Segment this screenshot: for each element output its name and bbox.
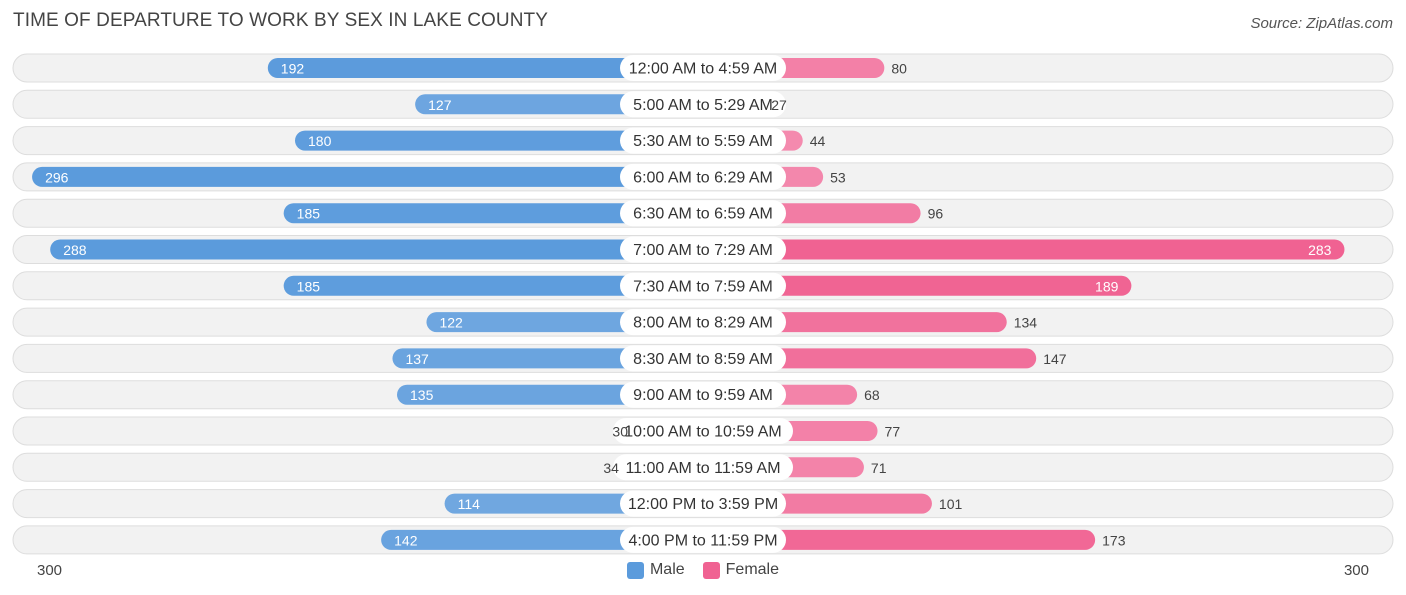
axis-max-label: 300 (1343, 562, 1369, 579)
category-label-pill (620, 309, 786, 336)
category-label: 7:00 AM to 7:29 AM (633, 242, 773, 259)
category-label-pill (620, 91, 786, 118)
legend-swatch-male (626, 561, 644, 579)
category-label: 4:00 PM to 11:59 PM (628, 532, 777, 549)
category-label: 7:30 AM to 7:59 AM (633, 278, 773, 295)
male-value-label: 288 (63, 242, 87, 258)
category-label: 9:00 AM to 9:59 AM (633, 387, 773, 404)
category-label: 5:00 AM to 5:29 AM (633, 97, 773, 114)
male-value-label: 137 (405, 351, 429, 367)
category-label: 11:00 AM to 11:59 AM (625, 460, 780, 477)
male-bar (283, 203, 713, 224)
male-value-label: 114 (458, 496, 481, 512)
legend-item-male: Male (626, 561, 685, 579)
legend-label-male: Male (649, 561, 685, 578)
chart-title: TIME OF DEPARTURE TO WORK BY SEX IN LAKE… (13, 10, 549, 31)
female-value-label: 173 (1102, 532, 1126, 548)
female-value-label: 53 (830, 169, 846, 185)
category-label-pill (613, 418, 793, 444)
female-value-label: 283 (1308, 242, 1332, 258)
male-value-label: 192 (281, 61, 305, 77)
female-value-label: 101 (939, 496, 963, 512)
category-label-pill (620, 345, 786, 372)
female-value-label: 80 (891, 61, 907, 77)
category-label: 6:30 AM to 6:59 AM (633, 206, 773, 223)
diverging-bar-chart: 12:00 AM to 4:59 AM 192 80 5:00 AM to 5:29 … (12, 53, 1394, 555)
category-label: 12:00 AM to 4:59 AM (629, 61, 778, 78)
category-label-pill (620, 127, 786, 154)
category-label-pill (620, 526, 786, 553)
male-value-label: 30 (612, 424, 628, 440)
male-value-label: 34 (603, 460, 619, 476)
male-value-label: 180 (308, 133, 332, 149)
female-value-label: 77 (885, 424, 901, 440)
category-label-pill (620, 381, 786, 408)
category-label-pill (620, 272, 786, 299)
category-label: 12:00 PM to 3:59 PM (628, 496, 778, 513)
axis-min-label: 300 (37, 562, 63, 579)
male-value-label: 142 (394, 532, 418, 548)
category-label: 8:30 AM to 8:59 AM (633, 351, 773, 368)
category-label-pill (620, 490, 786, 517)
legend-item-female: Female (702, 561, 780, 579)
male-bar (295, 130, 713, 151)
category-label: 10:00 AM to 10:59 AM (624, 424, 781, 441)
legend-swatch-female (702, 561, 720, 579)
category-label-pill (620, 236, 786, 263)
legend: Male Female (0, 561, 1406, 579)
category-label: 8:00 AM to 8:29 AM (633, 315, 773, 332)
legend-label-female: Female (725, 561, 780, 578)
category-label: 6:00 AM to 6:29 AM (633, 169, 773, 186)
male-value-label: 185 (297, 206, 321, 222)
male-bar (267, 58, 713, 78)
male-value-label: 135 (410, 387, 434, 403)
female-value-label: 44 (810, 133, 826, 149)
female-value-label: 27 (771, 97, 787, 113)
category-label-pill (613, 454, 793, 481)
male-bar (283, 275, 713, 296)
category-label-pill (620, 55, 786, 81)
category-label: 5:30 AM to 5:59 AM (633, 133, 773, 150)
female-bar (693, 529, 1096, 550)
male-value-label: 296 (45, 169, 69, 185)
female-bar (693, 239, 1345, 260)
male-value-label: 122 (439, 315, 463, 331)
female-value-label: 134 (1014, 315, 1038, 331)
female-bar (693, 275, 1132, 296)
chart-source: Source: ZipAtlas.com (1250, 15, 1393, 32)
female-value-label: 147 (1043, 351, 1067, 367)
category-label-pill (620, 163, 786, 190)
female-value-label: 68 (864, 387, 880, 403)
female-value-label: 189 (1095, 278, 1119, 294)
category-label-pill (620, 200, 786, 227)
female-value-label: 96 (928, 206, 944, 222)
male-bar (32, 166, 714, 187)
male-value-label: 127 (428, 97, 452, 113)
female-value-label: 71 (871, 460, 887, 476)
male-bar (50, 239, 713, 260)
male-value-label: 185 (297, 278, 321, 294)
